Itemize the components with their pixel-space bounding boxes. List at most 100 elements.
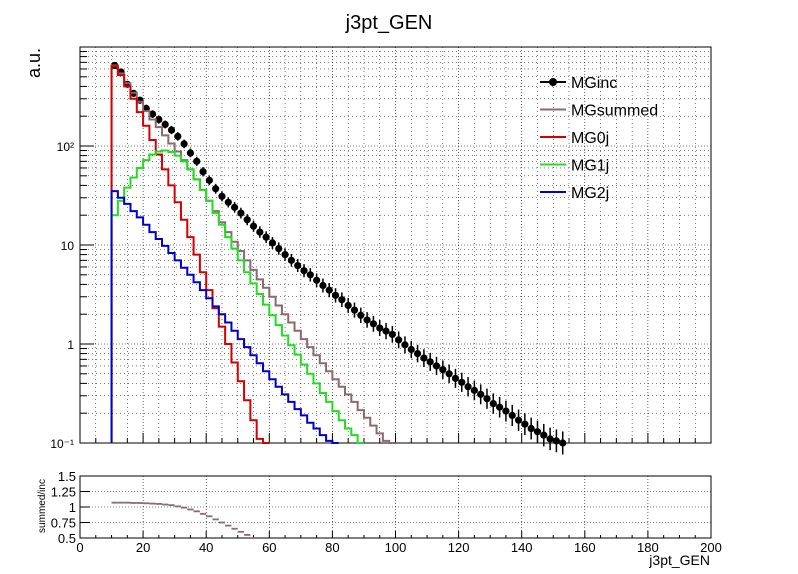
series-mginc-point	[376, 324, 384, 332]
legend-label: MG2j	[571, 185, 609, 202]
series-mginc-point	[559, 439, 567, 447]
series-mginc-point	[451, 374, 460, 382]
x-axis-label: j3pt_GEN	[648, 552, 710, 568]
series-mginc-point	[268, 239, 277, 247]
series-mginc-point	[521, 420, 529, 428]
series-mginc-point	[527, 424, 535, 433]
series-mginc-point	[502, 407, 510, 415]
chart-title: j3pt_GEN	[345, 12, 433, 34]
series-mginc-point	[212, 185, 220, 193]
ratio-y-axis-label: summed/inc	[37, 479, 48, 533]
series-mginc-point	[426, 358, 434, 366]
series-mginc-point	[483, 395, 491, 403]
series-mginc-point	[186, 149, 195, 157]
ratio-y-tick-label: 1	[69, 500, 76, 515]
x-tick-label: 100	[385, 540, 407, 555]
main-y-ticks: 10⁻¹ 1 10 10²	[50, 51, 94, 451]
series-mginc-point	[306, 271, 314, 279]
y-axis-label: a.u.	[24, 48, 44, 78]
series-mg2j-line	[110, 190, 339, 444]
series-mginc-point	[262, 233, 270, 241]
series-mginc-point	[256, 228, 264, 236]
main-y-tick-label: 10⁻¹	[50, 437, 74, 451]
ratio-x-ticks: 0 20 40 60 80 100 120 140 160 180 200	[76, 531, 722, 555]
x-tick-label: 120	[448, 540, 470, 555]
series-mginc-point	[407, 345, 415, 354]
series-mginc-point	[496, 403, 504, 411]
series-mginc-point	[313, 276, 321, 284]
series-mginc-point	[249, 222, 258, 230]
ratio-grid	[80, 476, 711, 538]
series-mginc-point	[413, 349, 422, 358]
ratio-y-tick-label: 1.5	[58, 469, 76, 484]
series-mgsummed-line	[110, 64, 396, 444]
series-mginc-point	[331, 291, 340, 299]
main-series	[110, 61, 567, 455]
series-mg0j-line	[110, 65, 270, 444]
series-mginc-point	[243, 216, 251, 224]
series-mginc-point	[546, 435, 554, 443]
series-mginc-point	[155, 115, 163, 124]
series-mginc-point	[514, 416, 523, 424]
series-mginc-point	[319, 281, 327, 290]
series-mginc-point	[388, 330, 396, 339]
series-mginc-point	[540, 431, 548, 439]
series-mginc-point	[230, 203, 239, 211]
legend-label: MGinc	[571, 75, 617, 92]
series-mginc-point	[369, 320, 378, 328]
series-mginc-point	[294, 261, 302, 270]
series-mginc-point	[439, 366, 447, 374]
x-tick-label: 140	[511, 540, 533, 555]
series-mginc-point	[205, 176, 213, 184]
series-mginc-point	[445, 370, 453, 378]
series-mg1j-line	[110, 149, 364, 444]
series-mginc-point	[193, 157, 201, 165]
series-mginc-point	[533, 428, 542, 436]
series-mginc-point	[167, 126, 176, 134]
main-plot: 10⁻¹ 1 10 10²	[50, 46, 712, 455]
series-mginc-point	[338, 296, 346, 304]
series-mginc-point	[344, 301, 352, 310]
x-tick-label: 40	[199, 540, 213, 555]
series-mginc-point	[300, 267, 308, 275]
main-y-tick-label: 10	[61, 239, 75, 253]
series-mginc-point	[237, 209, 245, 217]
series-mginc-point	[470, 386, 478, 394]
ratio-plot: 0 20 40 60 80 100 120 140 160 180 200 0.50.7511.25…	[51, 469, 722, 555]
series-mginc-point	[281, 250, 289, 259]
series-mginc-point	[477, 390, 485, 398]
series-mginc-point	[464, 383, 472, 391]
series-mginc-point	[489, 400, 497, 408]
series-mginc-point	[363, 316, 371, 324]
ratio-y-tick-label: 1.25	[51, 485, 76, 500]
series-mginc-point	[218, 192, 226, 200]
series-mginc-point	[552, 437, 561, 445]
legend: MGinc MGsummed MG0j MG1j MG2j	[540, 75, 658, 202]
ratio-y-tick-label: 0.5	[58, 531, 76, 546]
series-mginc-point	[148, 110, 157, 118]
x-tick-label: 180	[637, 540, 659, 555]
series-mginc-point	[458, 378, 466, 386]
series-mginc-point	[420, 354, 428, 362]
series-mginc-point	[174, 132, 182, 141]
main-y-tick-label: 10²	[57, 140, 74, 154]
series-mginc-point	[508, 411, 516, 420]
x-tick-label: 0	[76, 540, 83, 555]
series-mginc-point	[224, 198, 232, 206]
series-mginc-point	[382, 327, 390, 335]
series-mginc-point	[350, 306, 359, 314]
ratio-series	[111, 501, 257, 539]
x-tick-label: 200	[700, 540, 722, 555]
legend-label: MGsummed	[571, 103, 658, 120]
legend-label: MG1j	[571, 158, 609, 175]
series-mginc-point	[275, 244, 283, 253]
x-tick-label: 20	[136, 540, 150, 555]
ratio-y-tick-label: 0.75	[51, 516, 76, 531]
series-mginc-point	[395, 336, 403, 344]
x-tick-label: 80	[325, 540, 339, 555]
series-mginc-point	[161, 120, 169, 129]
series-mginc-point	[180, 140, 188, 148]
series-mginc-point	[199, 168, 207, 176]
